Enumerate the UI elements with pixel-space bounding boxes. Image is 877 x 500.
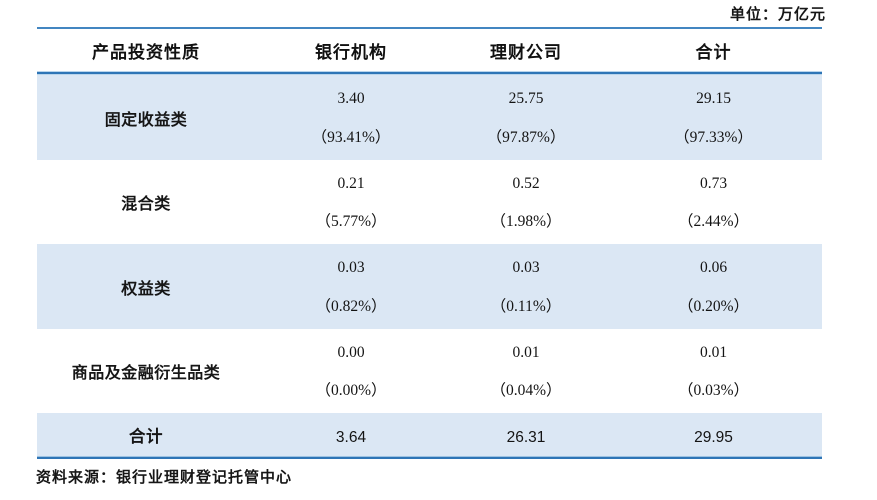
cell-value: 0.06 (699, 259, 728, 277)
cell-bank: 0.21 （5.77%） (255, 160, 447, 244)
cell-total: 29.15 （97.33%） (605, 75, 822, 160)
cell-percent: （5.77%） (315, 213, 387, 230)
table-row-equity: 权益类 0.03 （0.82%） 0.03 （0.11%） 0.06 （0.20… (37, 244, 822, 329)
row-label: 商品及金融衍生品类 (71, 365, 221, 382)
cell-value: 0.01 (512, 344, 540, 361)
cell-bank: 3.40 （93.41%） (255, 75, 447, 160)
cell-company: 25.75 （97.87%） (447, 75, 605, 160)
cell-value: 0.03 (512, 259, 540, 277)
investment-nature-table: 产品投资性质 银行机构 理财公司 合计 固定收益类 3.40 （93.41%） … (37, 27, 822, 459)
total-company-value: 26.31 (506, 428, 546, 446)
cell-value: 0.00 (337, 344, 365, 361)
cell-value: 0.01 (699, 344, 728, 361)
row-label: 混合类 (121, 196, 171, 213)
cell-value: 29.15 (696, 90, 731, 108)
cell-percent: （2.44%） (677, 213, 750, 230)
cell-percent: （0.82%） (315, 297, 387, 315)
cell-value: 0.21 (337, 175, 365, 192)
cell-value: 0.73 (699, 175, 728, 192)
cell-value: 0.52 (512, 175, 540, 192)
total-overall-value: 29.95 (694, 428, 733, 446)
col-header-product-nature: 产品投资性质 (92, 42, 200, 62)
cell-bank: 0.00 （0.00%） (255, 329, 447, 413)
cell-total: 0.73 （2.44%） (605, 160, 822, 244)
table-row-mixed: 混合类 0.21 （5.77%） 0.52 （1.98%） 0.73 （2.44… (37, 160, 822, 244)
cell-percent: （1.98%） (490, 213, 562, 230)
cell-percent: （0.11%） (490, 297, 562, 315)
table-row-fixed-income: 固定收益类 3.40 （93.41%） 25.75 （97.87%） 29.15… (37, 75, 822, 160)
cell-percent: （97.87%） (486, 128, 566, 146)
cell-total: 0.06 （0.20%） (605, 244, 822, 329)
col-header-bank-institution: 银行机构 (315, 42, 387, 62)
cell-company: 0.03 （0.11%） (447, 244, 605, 329)
table-bottom-border (37, 456, 822, 459)
cell-value: 25.75 (508, 90, 544, 108)
cell-percent: （0.20%） (677, 297, 750, 315)
row-label: 固定收益类 (104, 111, 188, 129)
cell-bank: 0.03 （0.82%） (255, 244, 447, 329)
cell-percent: （0.03%） (677, 382, 750, 399)
table-row-commodity-derivatives: 商品及金融衍生品类 0.00 （0.00%） 0.01 （0.04%） 0.01… (37, 329, 822, 413)
table-total-row: 合计 3.64 26.31 29.95 (37, 413, 822, 456)
source-note: 资料来源：银行业理财登记托管中心 (36, 468, 293, 486)
row-label: 权益类 (121, 280, 171, 298)
total-row-label: 合计 (129, 427, 163, 446)
cell-company: 0.52 （1.98%） (447, 160, 605, 244)
cell-percent: （0.00%） (315, 382, 387, 399)
cell-company: 0.01 （0.04%） (447, 329, 605, 413)
table-header-row: 产品投资性质 银行机构 理财公司 合计 (37, 29, 822, 71)
total-bank-value: 3.64 (335, 428, 367, 446)
cell-value: 0.03 (337, 259, 365, 277)
cell-percent: （0.04%） (490, 382, 562, 399)
cell-total: 0.01 （0.03%） (605, 329, 822, 413)
cell-percent: （97.33%） (674, 128, 753, 146)
cell-value: 3.40 (337, 90, 365, 108)
col-header-total: 合计 (695, 42, 732, 62)
table-top-border (37, 27, 822, 29)
unit-label: 单位：万亿元 (729, 5, 826, 23)
cell-percent: （93.41%） (311, 128, 391, 146)
header-separator-line (37, 71, 822, 75)
col-header-wealth-company: 理财公司 (490, 42, 562, 62)
